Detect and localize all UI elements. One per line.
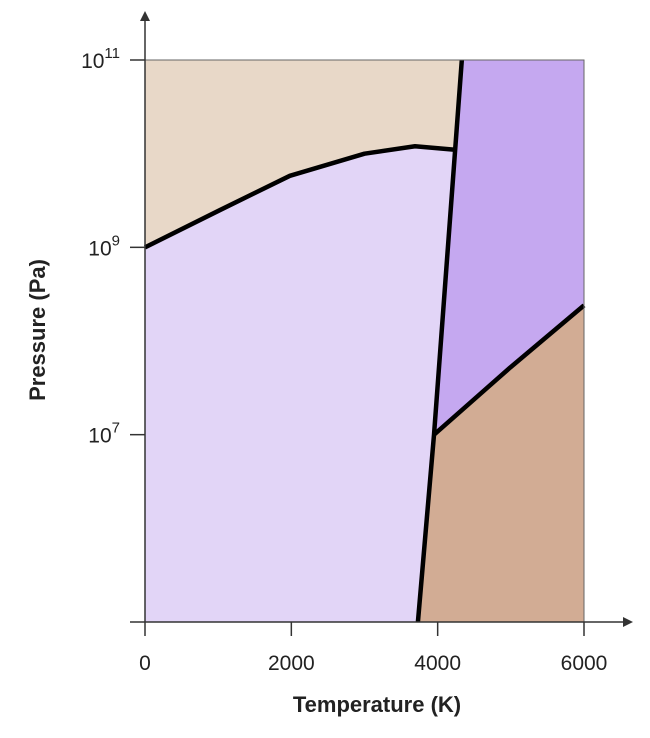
boundaries (143, 59, 586, 623)
y-axis-label: Pressure (Pa) (25, 259, 50, 401)
y-tick-label: 109 (88, 232, 120, 260)
phase-region (417, 305, 584, 622)
y-tick-label: 107 (88, 420, 120, 448)
x-tick-label: 2000 (268, 652, 315, 675)
regions (145, 60, 584, 622)
x-axis-label: Temperature (K) (293, 692, 461, 717)
phase-boundary (143, 144, 456, 250)
y-tick-label: 1011 (81, 45, 120, 73)
x-tick-label: 6000 (561, 652, 608, 675)
phase-region (145, 60, 462, 248)
x-tick-label: 0 (139, 652, 151, 675)
phase-boundary (432, 303, 586, 437)
x-tick-label: 4000 (414, 652, 461, 675)
